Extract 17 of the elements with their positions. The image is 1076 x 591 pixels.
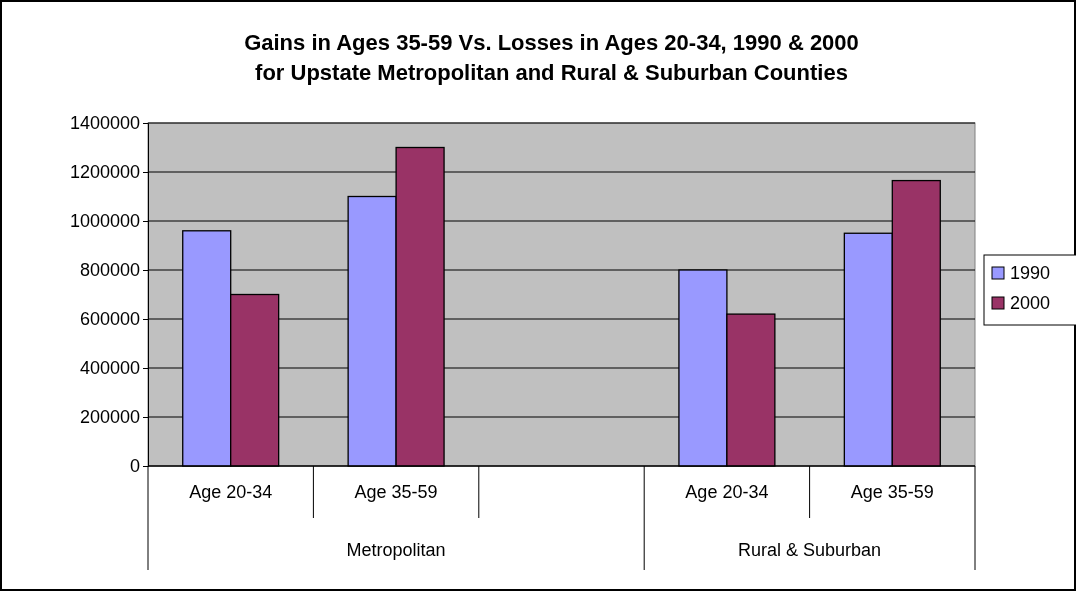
legend-label: 1990 (1010, 263, 1051, 283)
y-tick-label: 400000 (79, 358, 140, 379)
x-tick-label: Age 20-34 (685, 481, 769, 502)
legend-label: 2000 (1010, 293, 1051, 313)
y-tick-label: 800000 (79, 260, 140, 281)
y-tick-label: 1200000 (69, 162, 140, 183)
x-tick-label: Age 35-59 (850, 481, 934, 502)
x-tick-label: Age 20-34 (189, 481, 273, 502)
text: Rural & Suburban (738, 540, 882, 560)
y-tick-label: 1400000 (69, 113, 140, 134)
y-tick-label: 1000000 (69, 211, 140, 232)
text: Metropolitan (346, 540, 446, 560)
y-tick-label: 0 (129, 456, 140, 477)
x-tick-label: Age 35-59 (354, 481, 438, 502)
y-tick-label: 600000 (79, 309, 140, 330)
chart-title: Gains in Ages 35-59 Vs. Losses in Ages 20-34, 1990 & 2000 for Upstate Metropolitan and Rural & Suburban Counties (244, 30, 859, 85)
y-tick-label: 200000 (79, 407, 140, 428)
